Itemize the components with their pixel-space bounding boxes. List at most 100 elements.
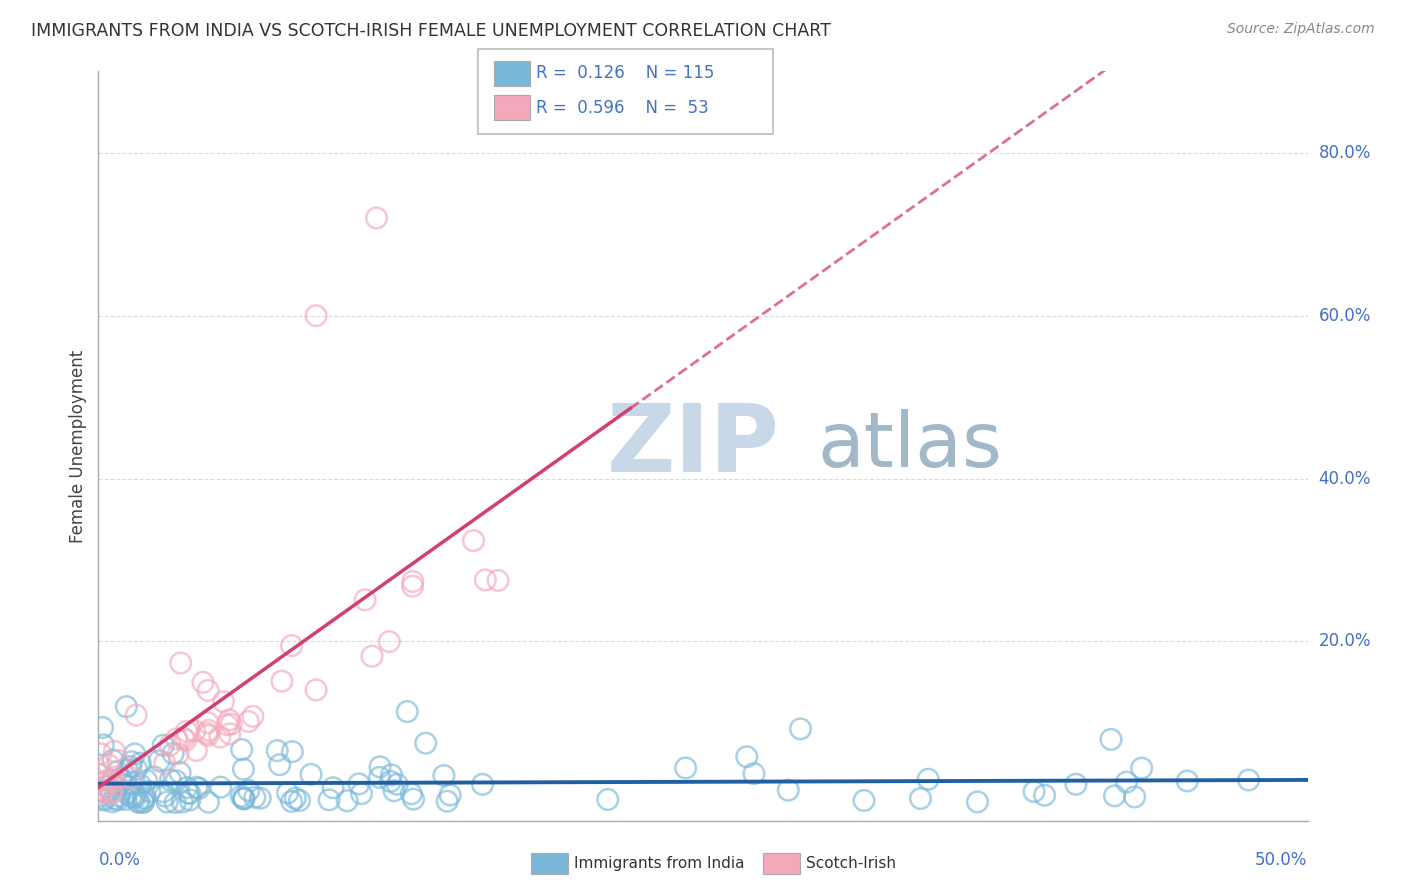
Point [401, 579, 423, 593]
Point [96, 779, 118, 793]
Point [231, 742, 253, 756]
Point [402, 792, 425, 806]
Point [266, 744, 288, 758]
Point [208, 730, 231, 744]
Point [186, 743, 208, 757]
Point [166, 731, 188, 746]
Point [184, 723, 207, 738]
Point [121, 755, 143, 769]
Point [778, 783, 800, 797]
Point [474, 573, 496, 587]
Point [350, 787, 373, 801]
Point [378, 634, 401, 648]
Point [191, 675, 214, 690]
Point [232, 791, 254, 805]
Point [129, 778, 152, 792]
Point [1237, 772, 1260, 787]
Point [232, 792, 254, 806]
Point [243, 790, 266, 805]
Point [101, 795, 124, 809]
Point [242, 709, 264, 723]
Text: Scotch-Irish: Scotch-Irish [806, 856, 896, 871]
Point [232, 791, 254, 805]
Text: 50.0%: 50.0% [1256, 851, 1308, 869]
Point [174, 733, 197, 747]
Point [169, 656, 191, 670]
Point [402, 574, 425, 589]
Point [114, 778, 136, 792]
Point [176, 724, 198, 739]
Point [97, 772, 120, 787]
Point [93, 793, 115, 807]
Point [125, 708, 148, 723]
Point [197, 729, 219, 743]
Point [675, 761, 697, 775]
Point [103, 744, 125, 758]
Point [186, 780, 208, 795]
Point [91, 792, 114, 806]
Point [124, 788, 146, 802]
Point [105, 764, 128, 779]
Point [173, 731, 195, 746]
Point [281, 745, 304, 759]
Text: R =  0.596    N =  53: R = 0.596 N = 53 [536, 99, 709, 117]
Point [179, 786, 201, 800]
Point [115, 699, 138, 714]
Point [368, 760, 391, 774]
Point [125, 762, 148, 776]
Point [463, 533, 485, 548]
Point [368, 770, 391, 784]
Point [318, 793, 340, 807]
Point [305, 682, 328, 697]
Point [127, 794, 149, 808]
Point [305, 309, 328, 323]
Point [347, 777, 370, 791]
Point [156, 795, 179, 809]
Point [1099, 732, 1122, 747]
Point [271, 674, 294, 689]
Point [132, 795, 155, 809]
Point [159, 772, 181, 787]
Point [238, 714, 260, 729]
Point [218, 727, 240, 741]
Point [96, 774, 118, 789]
Point [966, 795, 988, 809]
Point [218, 713, 240, 727]
Point [209, 780, 232, 794]
Point [148, 754, 170, 768]
Point [134, 790, 156, 805]
Text: R =  0.126    N = 115: R = 0.126 N = 115 [536, 64, 714, 82]
Point [90, 747, 112, 761]
Point [336, 794, 359, 808]
Point [108, 789, 131, 804]
Point [100, 783, 122, 797]
Point [366, 211, 388, 225]
Point [155, 789, 177, 803]
Point [90, 789, 112, 804]
Point [90, 768, 112, 782]
Point [439, 788, 461, 802]
Point [197, 795, 219, 809]
Point [139, 784, 162, 798]
Point [195, 726, 218, 740]
Point [197, 715, 219, 730]
Point [197, 683, 219, 698]
Point [322, 780, 344, 795]
Point [299, 767, 322, 781]
Text: 0.0%: 0.0% [98, 851, 141, 869]
Point [917, 772, 939, 787]
Point [110, 772, 132, 786]
Point [284, 791, 307, 805]
Point [103, 792, 125, 806]
Point [382, 783, 405, 797]
Point [100, 786, 122, 800]
Point [401, 787, 423, 801]
Point [124, 790, 146, 805]
Point [910, 791, 932, 805]
Point [380, 768, 402, 782]
Point [277, 786, 299, 800]
Point [1123, 789, 1146, 804]
Point [789, 722, 811, 736]
Point [115, 792, 138, 806]
Point [152, 785, 174, 799]
